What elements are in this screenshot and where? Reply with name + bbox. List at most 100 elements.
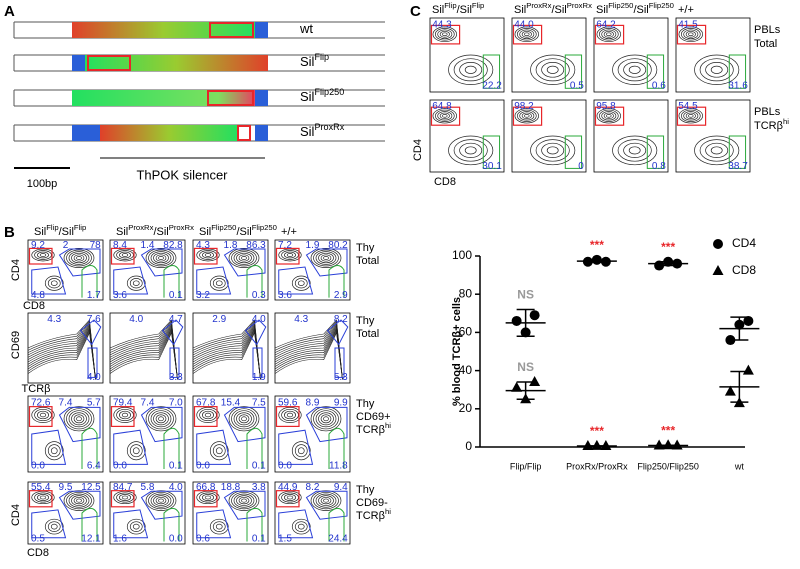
contour: [76, 256, 82, 260]
contour: [459, 62, 483, 78]
contour: [315, 493, 337, 508]
contour: [37, 251, 49, 259]
gate-percent: 86.3: [246, 240, 266, 251]
contour: [148, 249, 174, 267]
contour: [109, 326, 178, 380]
contour: [66, 408, 92, 430]
construct-segment: [85, 55, 268, 71]
gate-percent: 64.2: [596, 19, 616, 30]
contour: [434, 28, 455, 41]
contour: [192, 327, 261, 380]
gate: [326, 319, 349, 346]
gate-percent: 41.5: [678, 19, 698, 30]
row-label: TCRβhi: [754, 117, 789, 132]
gate: [275, 406, 300, 428]
text-part: Flip250: [314, 87, 344, 97]
contour: [153, 252, 169, 264]
gate-percent: 44.9: [278, 482, 298, 493]
region-label: ThPOK silencer: [136, 167, 228, 182]
contour: [546, 146, 559, 155]
gate: [676, 106, 707, 126]
gate-percent: 1.9: [306, 240, 320, 251]
y-tick-label: 60: [459, 325, 473, 339]
contour: [519, 111, 535, 121]
text-part: /Sil: [236, 226, 251, 238]
row-label: Total: [754, 38, 777, 50]
gate-percent: 0.5: [570, 81, 584, 92]
panel-label: A: [4, 3, 15, 20]
contour: [294, 444, 308, 458]
text-part: PBLs: [754, 24, 781, 36]
point: [591, 439, 603, 450]
contour: [231, 491, 257, 510]
contour: [442, 114, 448, 118]
gate: [564, 54, 583, 89]
contour: [699, 58, 734, 82]
contour: [31, 407, 55, 423]
contour: [688, 114, 694, 118]
contour: [109, 324, 178, 380]
contour: [119, 251, 131, 259]
gate: [564, 135, 583, 169]
legend-label: CD4: [732, 236, 756, 250]
contour: [439, 112, 450, 120]
contour: [432, 26, 457, 43]
gate: [58, 406, 101, 443]
text-part: Sil: [34, 226, 46, 238]
gate-percent: 9.5: [59, 482, 73, 493]
contour: [212, 278, 226, 289]
text-part: Sil: [514, 4, 526, 16]
contour: [464, 65, 477, 74]
contour: [516, 28, 537, 41]
gate: [728, 135, 747, 169]
contour: [596, 26, 621, 43]
contour: [606, 114, 612, 118]
contour: [278, 248, 302, 262]
construct-label: SilProxRx: [300, 122, 345, 139]
text-part: Total: [356, 255, 379, 267]
column-header: +/+: [281, 226, 297, 238]
text-part: Sil: [199, 226, 211, 238]
text-part: Flip250: [608, 1, 633, 10]
contour: [113, 248, 137, 262]
construct-segment: [255, 125, 268, 141]
significance: ***: [590, 424, 604, 438]
contour: [601, 29, 617, 40]
gate-percent: 80.2: [328, 240, 348, 251]
row-label: TCRβhi: [356, 421, 391, 436]
contour: [192, 329, 261, 380]
contour: [241, 498, 247, 503]
gate-percent: 22.2: [482, 81, 502, 92]
contour: [109, 319, 178, 380]
gate-percent: 72.6: [31, 397, 51, 408]
contour: [519, 29, 535, 40]
contour: [47, 444, 61, 458]
contour: [215, 523, 223, 530]
point: [582, 440, 594, 451]
contour: [228, 248, 260, 268]
gate-percent: 0: [578, 161, 584, 172]
gate: [140, 248, 183, 277]
contour: [209, 441, 229, 461]
gate-percent: 4.7: [169, 314, 183, 325]
gate: [31, 266, 67, 295]
contour: [699, 139, 734, 162]
gate-percent: 2.9: [334, 290, 348, 301]
gate-percent: 8.4: [113, 240, 127, 251]
contour: [603, 30, 614, 38]
plot-frame: [192, 481, 269, 545]
contour: [596, 108, 621, 124]
contour: [535, 139, 570, 162]
gate: [28, 406, 53, 428]
plot-frame: [192, 239, 269, 301]
contour: [39, 253, 47, 257]
contour: [286, 253, 294, 257]
contour: [683, 111, 699, 121]
text-part: /Sil: [551, 4, 566, 16]
gate-percent: 11.8: [329, 461, 348, 472]
gate-percent: 1.8: [224, 240, 238, 251]
gate: [676, 24, 707, 45]
gate: [278, 429, 314, 465]
contour: [212, 444, 226, 458]
gate: [482, 135, 501, 169]
